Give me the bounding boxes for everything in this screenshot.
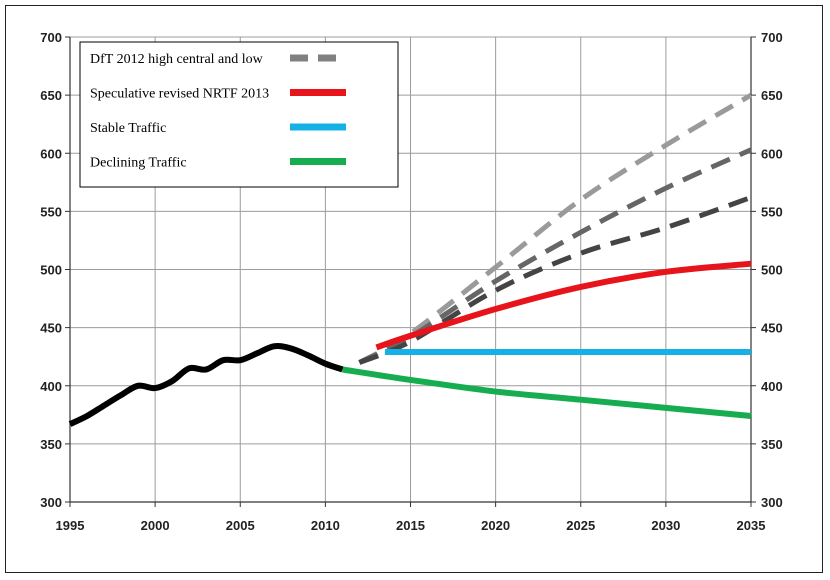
x-tick-label: 2020	[481, 518, 510, 533]
series-line-speculative-revised-nrtf-2013	[375, 260, 752, 351]
y-tick-label-right: 550	[761, 204, 783, 219]
x-tick-label: 2030	[651, 518, 680, 533]
y-tick-label-right: 400	[761, 379, 783, 394]
x-tick-label: 2015	[396, 518, 425, 533]
series-line-historic	[68, 343, 344, 427]
y-tick-label-right: 450	[761, 321, 783, 336]
series-line-dft-2012-high	[358, 92, 753, 365]
series-line-declining-traffic	[341, 366, 752, 419]
y-tick-label-right: 700	[761, 30, 783, 45]
axes: 300 300 350 350 400 400 450 450 500 500 550 550 600 6…	[40, 30, 782, 533]
y-tick-label-left: 350	[40, 437, 62, 452]
legend-label: Declining Traffic	[90, 156, 187, 171]
y-tick-label-left: 600	[40, 146, 62, 161]
legend-label: DfT 2012 high central and low	[90, 52, 264, 67]
series-layer	[68, 92, 753, 427]
x-tick-label: 2000	[141, 518, 170, 533]
legend: DfT 2012 high central and low Speculative…	[79, 41, 399, 188]
x-tick-label: 1995	[56, 518, 85, 533]
x-tick-label: 2010	[311, 518, 340, 533]
y-tick-label-left: 550	[40, 204, 62, 219]
x-tick-label: 2035	[737, 518, 766, 533]
y-tick-label-right: 650	[761, 88, 783, 103]
y-tick-label-right: 600	[761, 146, 783, 161]
y-tick-label-right: 350	[761, 437, 783, 452]
series-line-dft-2012-low	[358, 195, 752, 365]
y-tick-label-left: 300	[40, 495, 62, 510]
y-tick-label-left: 650	[40, 88, 62, 103]
y-tick-label-left: 700	[40, 30, 62, 45]
y-tick-label-left: 450	[40, 321, 62, 336]
legend-label: Stable Traffic	[90, 121, 166, 136]
x-tick-label: 2005	[226, 518, 255, 533]
legend-label: Speculative revised NRTF 2013	[90, 87, 269, 102]
y-tick-label-right: 300	[761, 495, 783, 510]
y-tick-label-left: 500	[40, 263, 62, 278]
x-tick-label: 2025	[566, 518, 595, 533]
y-tick-label-left: 400	[40, 379, 62, 394]
y-tick-label-right: 500	[761, 263, 783, 278]
gridlines	[69, 36, 752, 503]
